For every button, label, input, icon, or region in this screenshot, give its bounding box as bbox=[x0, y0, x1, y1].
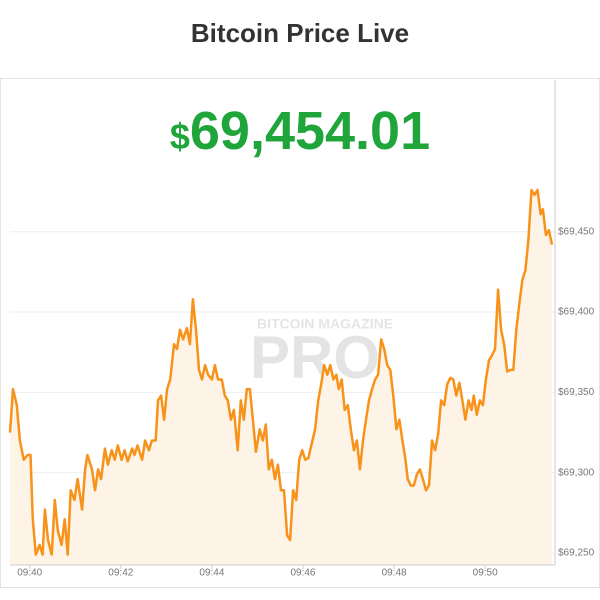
y-tick-label: $69,300 bbox=[558, 467, 595, 478]
x-tick-label: 09:44 bbox=[199, 568, 224, 579]
watermark-top: BITCOIN MAGAZINE bbox=[257, 316, 393, 332]
price-line bbox=[8, 188, 554, 556]
x-tick-label: 09:50 bbox=[473, 568, 498, 579]
x-tick-label: 09:46 bbox=[290, 568, 315, 579]
x-tick-label: 09:48 bbox=[382, 568, 407, 579]
title: Bitcoin Price Live bbox=[190, 18, 410, 48]
x-tick-label: 09:42 bbox=[108, 568, 133, 579]
watermark-main: PRO bbox=[250, 324, 380, 391]
y-tick-label: $69,250 bbox=[558, 548, 595, 559]
area bbox=[10, 190, 552, 565]
y-tick-label: $69,450 bbox=[558, 226, 595, 237]
x-tick-label: 09:40 bbox=[17, 568, 42, 579]
price: $69,454.01 bbox=[169, 101, 431, 161]
y-tick-label: $69,400 bbox=[558, 307, 595, 318]
y-tick-label: $69,350 bbox=[558, 387, 595, 398]
